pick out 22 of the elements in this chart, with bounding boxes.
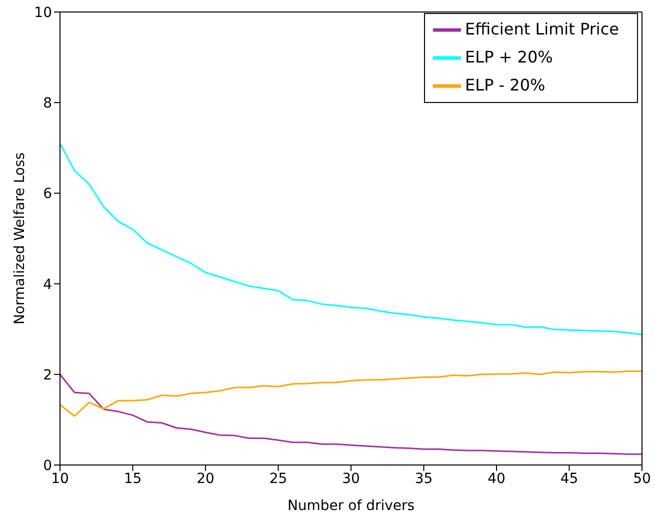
x-tick-label: 30 (342, 470, 360, 487)
y-tick-label: 0 (43, 458, 52, 474)
y-tick-label: 6 (43, 186, 52, 202)
x-tick-label: 35 (414, 470, 433, 487)
x-tick-label: 20 (196, 470, 214, 487)
y-axis-title: Normalized Welfare Loss (12, 152, 28, 325)
y-tick-label: 2 (43, 367, 52, 384)
legend-label: ELP - 20% (465, 75, 546, 94)
x-tick-label: 40 (488, 470, 506, 487)
line-series (60, 374, 642, 455)
x-tick-label: 50 (633, 470, 651, 487)
x-tick-label: 45 (560, 470, 578, 487)
x-tick-label: 25 (269, 470, 288, 487)
line-series (60, 142, 642, 336)
legend-label: Efficient Limit Price (465, 19, 619, 38)
y-tick-label: 8 (43, 96, 52, 112)
legend-label: ELP + 20% (465, 47, 553, 66)
line-series (60, 370, 642, 417)
y-tick-label: 4 (43, 276, 52, 293)
x-axis-title: Number of drivers (287, 498, 415, 514)
y-tick-label: 10 (34, 4, 52, 21)
x-tick-label: 15 (124, 470, 142, 487)
